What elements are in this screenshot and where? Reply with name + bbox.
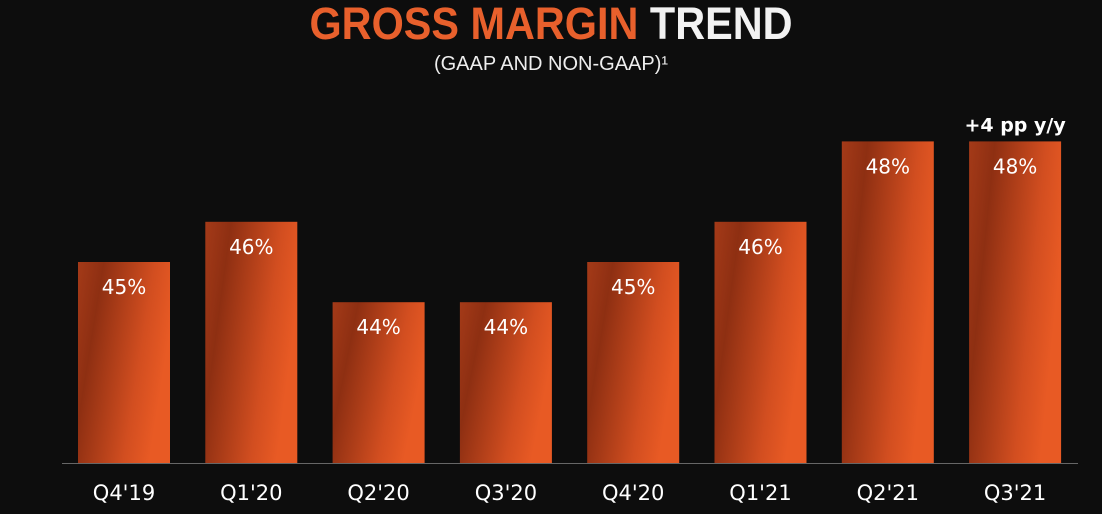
bar: [841, 141, 934, 463]
x-tick-label: Q4'19: [93, 481, 155, 505]
annotation-yoy: +4 pp y/y: [964, 114, 1066, 136]
bar: [459, 302, 552, 463]
title-part-white: TREND: [649, 0, 793, 49]
x-tick-label: Q2'21: [857, 481, 919, 505]
data-label: 45%: [102, 275, 146, 299]
data-label: 46%: [738, 235, 782, 259]
data-label: 48%: [866, 154, 910, 178]
data-label: 45%: [611, 275, 655, 299]
x-tick-label: Q3'20: [475, 481, 537, 505]
data-label: 48%: [993, 154, 1037, 178]
data-label: 46%: [229, 235, 273, 259]
x-tick-label: Q4'20: [602, 481, 664, 505]
bar: [332, 302, 425, 463]
chart-title: GROSS MARGIN TREND: [44, 0, 1058, 50]
bar: [78, 262, 170, 463]
x-tick-label: Q3'21: [984, 481, 1046, 505]
data-label: 44%: [484, 315, 528, 339]
x-tick-label: Q1'20: [220, 481, 282, 505]
bar: [587, 262, 680, 463]
chart-subtitle: (GAAP AND NON-GAAP)¹: [433, 53, 669, 75]
data-label: 44%: [356, 315, 400, 339]
title-part-orange: GROSS MARGIN: [309, 0, 639, 49]
x-tick-label: Q2'20: [347, 481, 409, 505]
bar: [205, 221, 298, 463]
bar: [969, 141, 1062, 463]
bar: [714, 221, 807, 463]
x-tick-label: Q1'21: [729, 481, 791, 505]
